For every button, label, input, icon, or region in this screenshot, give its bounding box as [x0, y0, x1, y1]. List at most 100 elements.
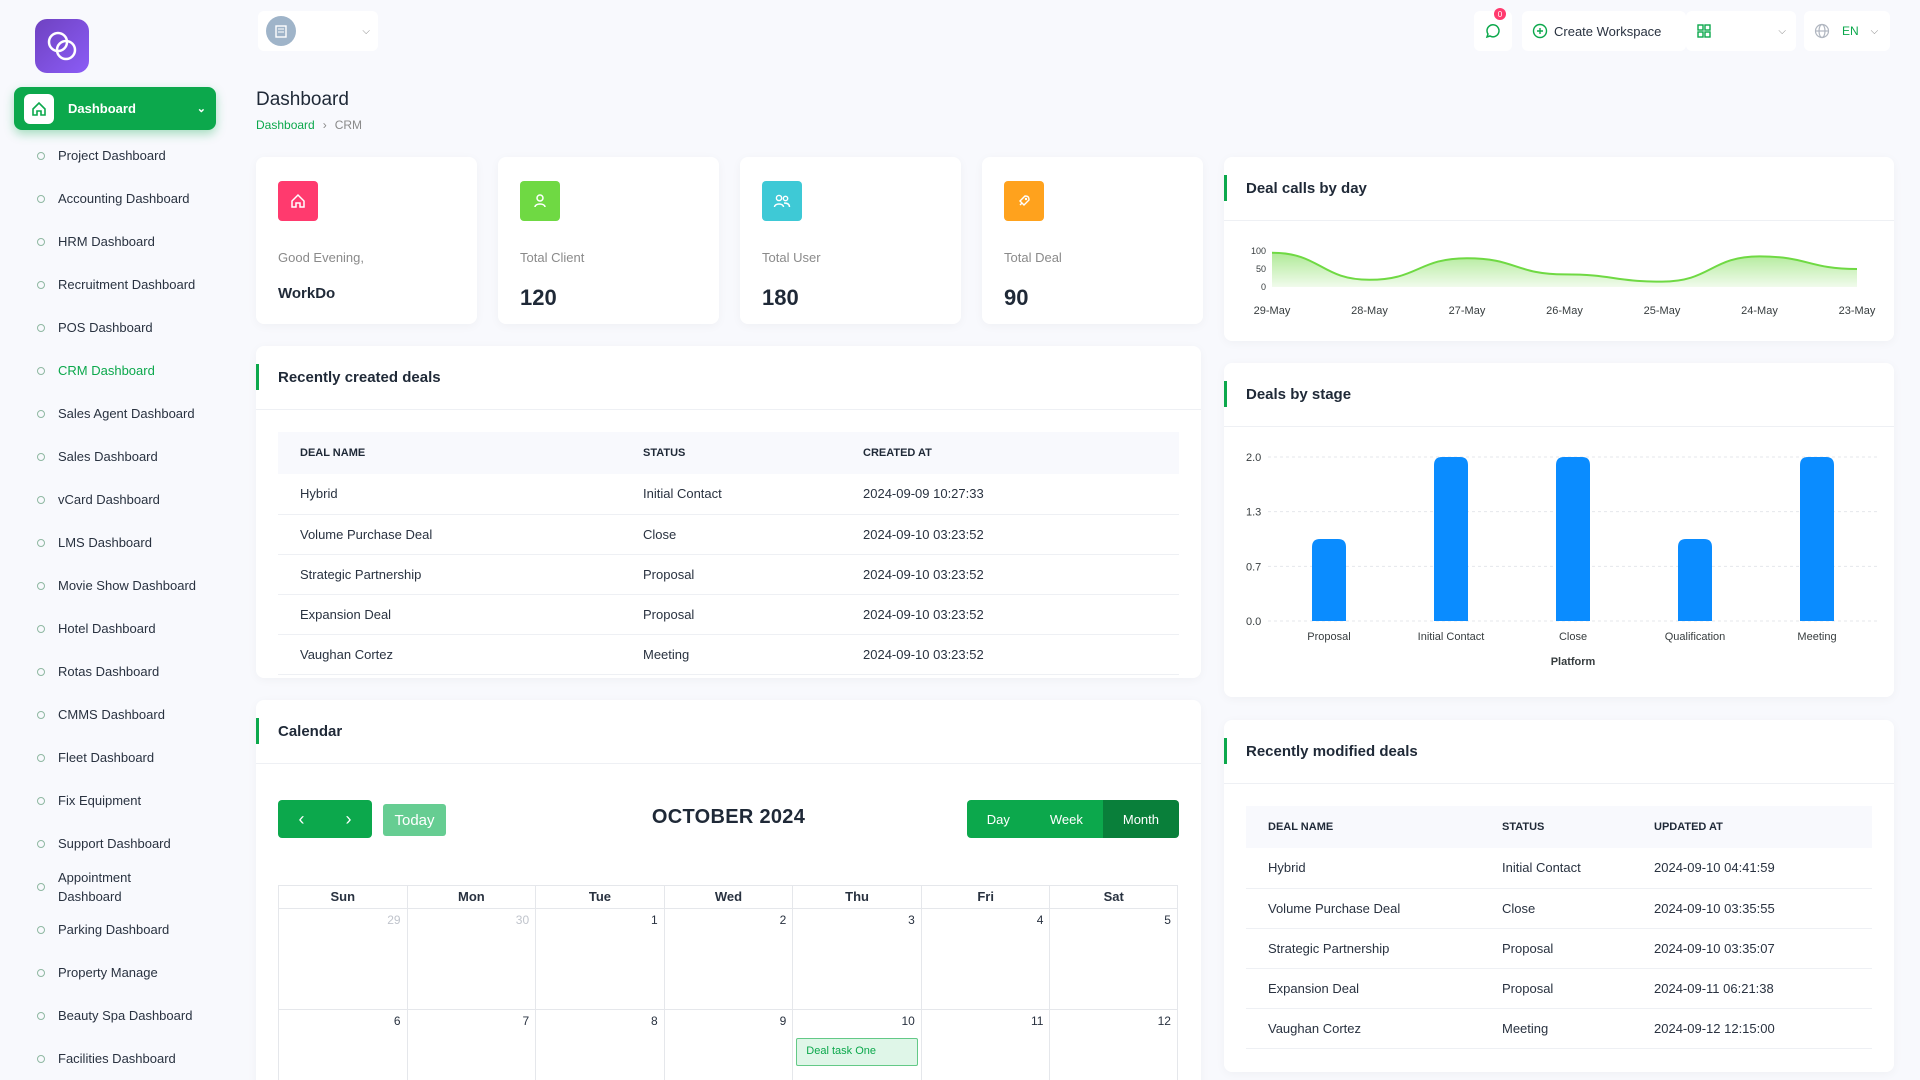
calendar-day[interactable]: 9 — [663, 1010, 793, 1080]
table-cell: Initial Contact — [621, 474, 841, 515]
calendar-view-day[interactable]: Day — [966, 800, 1030, 838]
weekday-header: Fri — [920, 885, 1050, 909]
x-tick-label: 24-May — [1741, 305, 1778, 317]
stat-card-total-deal: Total Deal 90 — [982, 157, 1203, 324]
table-cell: 2024-09-09 10:27:33 — [841, 474, 1179, 515]
page-title: Dashboard — [256, 89, 349, 110]
table-cell: 2024-09-10 03:23:52 — [841, 514, 1179, 555]
day-number: 11 — [1030, 1014, 1044, 1028]
calendar-view-switcher: Day Week Month — [966, 800, 1179, 838]
apps-menu-button[interactable]: ⌵ — [1686, 11, 1796, 51]
logo-icon — [47, 31, 77, 61]
calendar-event[interactable]: Deal task One — [796, 1038, 918, 1066]
sidebar-item[interactable]: Support Dashboard — [0, 822, 232, 865]
table-cell: Proposal — [621, 554, 841, 595]
sidebar-item[interactable]: Parking Dashboard — [0, 908, 232, 951]
calendar-day[interactable]: 30 — [406, 909, 536, 1010]
chevron-left-icon: ‹ — [298, 808, 305, 829]
sidebar-item[interactable]: LMS Dashboard — [0, 521, 232, 564]
sidebar-item[interactable]: vCard Dashboard — [0, 478, 232, 521]
table-row[interactable]: Hybrid Initial Contact 2024-09-10 04:41:59 — [1246, 848, 1872, 889]
table-cell: 2024-09-10 03:23:52 — [841, 594, 1179, 635]
workspace-select[interactable]: ⌵ — [258, 11, 378, 51]
table-row[interactable]: Hybrid Initial Contact 2024-09-09 10:27:33 — [278, 474, 1179, 515]
calendar-day[interactable]: 12 — [1049, 1010, 1178, 1080]
table-row[interactable]: Volume Purchase Deal Close 2024-09-10 03:2… — [278, 514, 1179, 555]
calendar-week: 6 7 8 9 10 Deal task One 11 12 — [278, 1010, 1178, 1080]
calendar-day[interactable]: 29 — [278, 909, 407, 1010]
calendar-day[interactable]: 6 — [278, 1010, 407, 1080]
table-cell: 2024-09-10 03:35:55 — [1632, 888, 1872, 929]
sidebar-item[interactable]: Facilities Dashboard — [0, 1037, 232, 1080]
calendar-day[interactable]: 8 — [535, 1010, 664, 1080]
sidebar-item[interactable]: CMMS Dashboard — [0, 693, 232, 736]
sidebar-item[interactable]: Sales Agent Dashboard — [0, 392, 232, 435]
table-row[interactable]: Vaughan Cortez Meeting 2024-09-10 03:23:52 — [278, 634, 1179, 675]
breadcrumb-dashboard[interactable]: Dashboard — [256, 118, 315, 132]
calendar-day[interactable]: 4 — [920, 909, 1050, 1010]
day-number: 10 — [901, 1014, 915, 1028]
table-row[interactable]: Expansion Deal Proposal 2024-09-10 03:23:5… — [278, 594, 1179, 635]
calendar-day[interactable]: 2 — [663, 909, 793, 1010]
stat-label: Total Deal — [1004, 250, 1062, 265]
sidebar-item[interactable]: Appointment Dashboard — [0, 865, 232, 908]
stat-value: WorkDo — [278, 285, 336, 302]
sidebar-item[interactable]: Fix Equipment — [0, 779, 232, 822]
chevron-down-icon: ⌵ — [1778, 25, 1786, 37]
x-axis-title: Platform — [1551, 656, 1596, 668]
calendar-day[interactable]: 3 — [792, 909, 921, 1010]
y-tick-label: 100 — [1251, 246, 1266, 256]
table-row[interactable]: Expansion Deal Proposal 2024-09-11 06:21:3… — [1246, 968, 1872, 1009]
table-row[interactable]: Volume Purchase Deal Close 2024-09-10 03:3… — [1246, 888, 1872, 929]
sidebar-item[interactable]: POS Dashboard — [0, 306, 232, 349]
table-cell: Expansion Deal — [1246, 968, 1480, 1009]
table-cell: Proposal — [1480, 968, 1632, 1009]
calendar-view-week[interactable]: Week — [1029, 800, 1103, 838]
table-cell: Vaughan Cortez — [278, 634, 621, 675]
language-select[interactable]: EN ⌵ — [1804, 11, 1890, 51]
sidebar-item[interactable]: CRM Dashboard — [0, 349, 232, 392]
weekday-header: Sun — [278, 885, 407, 909]
day-number: 8 — [651, 1014, 658, 1028]
sidebar-item[interactable]: Beauty Spa Dashboard — [0, 994, 232, 1037]
sidebar-item[interactable]: Recruitment Dashboard — [0, 263, 232, 306]
stat-label: Good Evening, — [278, 250, 365, 265]
calendar-next-button[interactable]: › — [325, 800, 372, 838]
calendar-prev-button[interactable]: ‹ — [278, 800, 325, 838]
calendar-day[interactable]: 10 Deal task One — [792, 1010, 921, 1080]
sidebar-item[interactable]: Accounting Dashboard — [0, 177, 232, 220]
sidebar-item[interactable]: Property Manage — [0, 951, 232, 994]
calendar-view-month[interactable]: Month — [1102, 800, 1179, 838]
table-row[interactable]: Strategic Partnership Proposal 2024-09-10 … — [1246, 928, 1872, 969]
sidebar-item[interactable]: Movie Show Dashboard — [0, 564, 232, 607]
sidebar-item-dashboard[interactable]: Dashboard ⌄ — [14, 87, 216, 130]
sidebar-item[interactable]: Rotas Dashboard — [0, 650, 232, 693]
calendar-day[interactable]: 1 — [535, 909, 664, 1010]
stat-card-greeting: Good Evening, WorkDo — [256, 157, 477, 324]
card-title: Calendar — [256, 700, 1201, 764]
calendar-today-button[interactable]: Today — [383, 804, 446, 836]
sidebar-item[interactable]: Fleet Dashboard — [0, 736, 232, 779]
plus-circle-icon — [1532, 23, 1548, 39]
sidebar-item[interactable]: Sales Dashboard — [0, 435, 232, 478]
day-number: 5 — [1164, 913, 1171, 927]
home-icon — [24, 93, 54, 124]
notifications-button[interactable]: 0 — [1474, 8, 1512, 51]
calendar-day[interactable]: 11 — [920, 1010, 1050, 1080]
column-header: CREATED AT — [841, 432, 1179, 474]
calendar-day[interactable]: 5 — [1049, 909, 1178, 1010]
sidebar-item[interactable]: HRM Dashboard — [0, 220, 232, 263]
table-cell: 2024-09-11 06:21:38 — [1632, 968, 1872, 1009]
create-workspace-button[interactable]: Create Workspace — [1522, 11, 1686, 51]
table-row[interactable]: Strategic Partnership Proposal 2024-09-10 … — [278, 554, 1179, 595]
weekday-header: Wed — [663, 885, 793, 909]
sidebar-item[interactable]: Project Dashboard — [0, 134, 232, 177]
table-row[interactable]: Vaughan Cortez Meeting 2024-09-12 12:15:00 — [1246, 1008, 1872, 1049]
sidebar-item[interactable]: Hotel Dashboard — [0, 607, 232, 650]
app-logo[interactable] — [35, 19, 89, 73]
card-title: Deals by stage — [1224, 363, 1894, 427]
chevron-right-icon: › — [345, 808, 352, 829]
calendar-day[interactable]: 7 — [406, 1010, 536, 1080]
stat-label: Total Client — [520, 250, 585, 265]
bar — [1556, 457, 1590, 621]
